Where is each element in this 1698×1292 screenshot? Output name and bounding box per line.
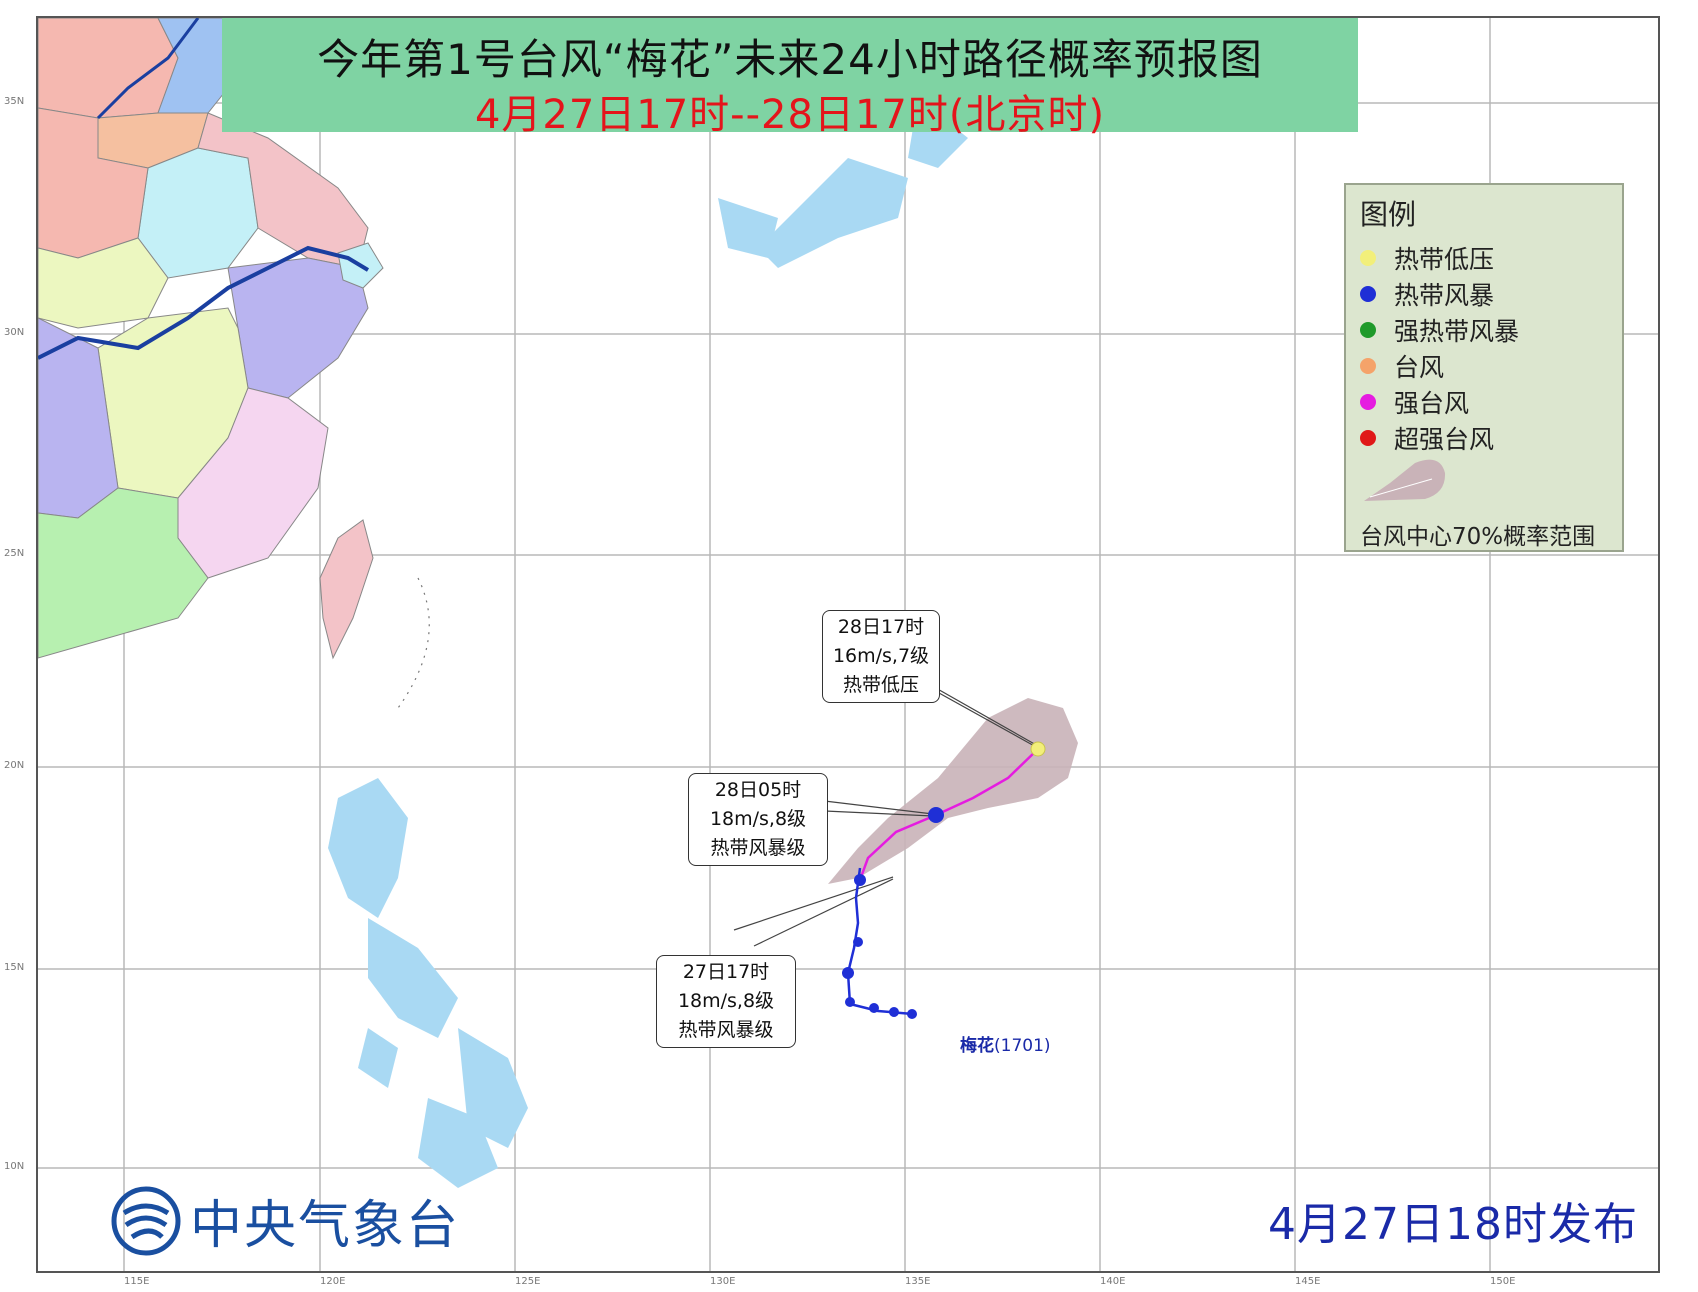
- legend-title: 图例: [1360, 198, 1417, 231]
- callout-wind: 16m/s,7级: [832, 645, 930, 667]
- legend-label: 强台风: [1394, 389, 1470, 418]
- legend-label: 强热带风暴: [1394, 317, 1520, 346]
- probability-cone-icon: [1364, 459, 1446, 501]
- mainland-china: [38, 18, 384, 659]
- callout-wind: 18m/s,8级: [677, 990, 775, 1012]
- legend-item: 热带风暴: [1360, 277, 1494, 311]
- legend-item: 热带低压: [1360, 241, 1494, 275]
- river: [38, 245, 370, 360]
- map-title: 今年第1号台风“梅花”未来24小时路径概率预报图: [317, 35, 1263, 84]
- title-banner: 今年第1号台风“梅花”未来24小时路径概率预报图 4月27日17时--28日17…: [222, 18, 1358, 138]
- callout-27-17: 27日17时 18m/s,8级 热带风暴级: [656, 955, 796, 1048]
- lat-label: 20N: [4, 760, 25, 771]
- callout-wind: 18m/s,8级: [709, 808, 807, 830]
- storm-name: 梅花: [960, 1036, 994, 1056]
- forecast-point-28-17: [1030, 741, 1046, 757]
- legend-item: 台风: [1360, 349, 1444, 383]
- legend-label: 热带风暴: [1394, 281, 1495, 310]
- agency-block: 中央气象台: [110, 1183, 460, 1258]
- callout-28-17: 28日17时 16m/s,7级 热带低压: [822, 610, 940, 703]
- callout-class: 热带风暴级: [678, 1019, 774, 1041]
- forecast-period: 4月27日17时--28日17时(北京时): [474, 92, 1106, 138]
- track-point-6: [853, 937, 863, 947]
- legend-dot-icon: [1360, 286, 1376, 302]
- province-hubei: [38, 237, 169, 329]
- callout-class: 热带风暴级: [710, 837, 806, 859]
- probability-cone: [828, 698, 1078, 884]
- lon-label: 145E: [1295, 1276, 1321, 1287]
- callout-28-05: 28日05时 18m/s,8级 热带风暴级: [688, 773, 828, 866]
- callout-time: 28日17时: [837, 616, 925, 638]
- legend-dot-icon: [1360, 358, 1376, 374]
- legend-label: 超强台风: [1394, 425, 1495, 454]
- province-fujian: [177, 387, 329, 579]
- callout-time: 28日05时: [714, 779, 802, 801]
- storm-name-label: 梅花(1701): [960, 1031, 1051, 1056]
- lat-label: 15N: [4, 962, 25, 973]
- lat-label: 30N: [4, 327, 25, 338]
- lon-label: 125E: [515, 1276, 541, 1287]
- taiwan-island: [319, 519, 374, 660]
- legend-item: 超强台风: [1360, 421, 1494, 455]
- lat-label: 35N: [4, 96, 25, 107]
- storm-code: (1701): [994, 1036, 1051, 1056]
- legend-item: 强台风: [1360, 385, 1469, 419]
- track-point-1: [907, 1009, 917, 1019]
- callout-time: 27日17时: [682, 961, 770, 983]
- lon-label: 135E: [905, 1276, 931, 1287]
- province-guangdong: [38, 487, 209, 659]
- map-canvas: [38, 18, 1658, 1271]
- lat-label: 25N: [4, 548, 25, 559]
- legend: 图例 热带低压 热带风暴 强热带风暴 台风 强台风 超强台风 台风中心70%概率…: [1344, 183, 1624, 552]
- lon-label: 140E: [1100, 1276, 1126, 1287]
- ryukyu-arc: [397, 577, 430, 709]
- legend-item: 强热带风暴: [1360, 313, 1519, 347]
- philippines-islands: [328, 778, 528, 1188]
- lat-label: 10N: [4, 1161, 25, 1172]
- track-point-2: [889, 1007, 899, 1017]
- legend-label: 热带低压: [1394, 245, 1495, 274]
- forecast-point-28-05: [928, 807, 944, 823]
- legend-dot-icon: [1360, 430, 1376, 446]
- legend-dot-icon: [1360, 250, 1376, 266]
- agency-name: 中央气象台: [190, 1196, 461, 1256]
- legend-label: 台风: [1394, 353, 1445, 382]
- track-point-4: [845, 997, 855, 1007]
- issue-time: 4月27日18时发布: [1268, 1199, 1638, 1250]
- legend-cone-label: 台风中心70%概率范围: [1360, 524, 1596, 550]
- past-track-markers: [842, 874, 917, 1019]
- track-point-current: [854, 874, 866, 886]
- river-north: [96, 18, 200, 120]
- legend-dot-icon: [1360, 394, 1376, 410]
- callout-class: 热带低压: [842, 674, 919, 696]
- lon-label: 130E: [710, 1276, 736, 1287]
- track-point-5: [842, 967, 854, 979]
- lon-label: 120E: [320, 1276, 346, 1287]
- province-anhui: [137, 147, 259, 279]
- lon-label: 150E: [1490, 1276, 1516, 1287]
- legend-dot-icon: [1360, 322, 1376, 338]
- track-point-3: [869, 1003, 879, 1013]
- cma-logo-icon: [111, 1186, 181, 1255]
- lon-label: 115E: [124, 1276, 150, 1287]
